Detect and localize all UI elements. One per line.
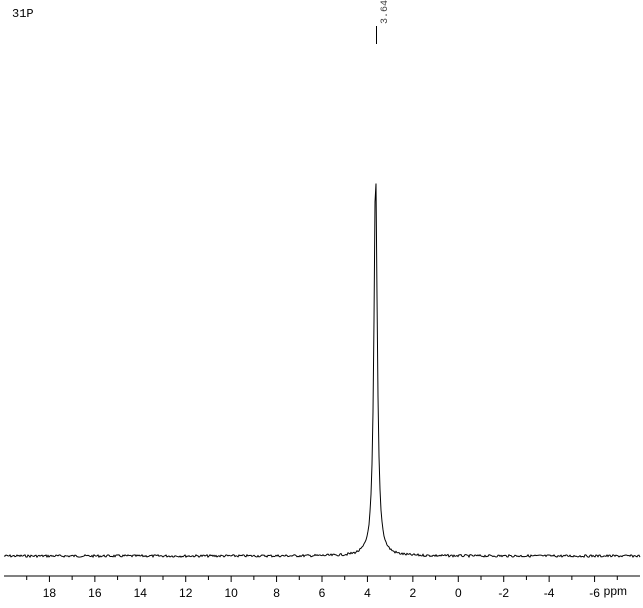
peak-label: 3.64 [380,0,391,24]
axis-tick-label: 18 [37,586,61,600]
axis-unit-label: ppm [604,584,627,598]
axis-tick-label: 16 [83,586,107,600]
nmr-spectrum [0,0,643,608]
axis-tick-label: 14 [128,586,152,600]
axis-tick-label: 6 [310,586,334,600]
axis-tick-label: 4 [355,586,379,600]
axis-tick-label: 0 [446,586,470,600]
axis-tick-label: -2 [492,586,516,600]
axis-tick-label: -4 [537,586,561,600]
peak-indicator-tick [376,26,377,44]
axis-tick-label: 8 [265,586,289,600]
axis-tick-label: 2 [401,586,425,600]
axis-tick-label: 12 [174,586,198,600]
axis-tick-label: 10 [219,586,243,600]
